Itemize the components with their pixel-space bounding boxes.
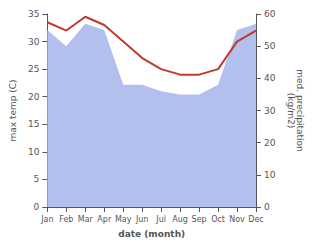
svg-text:Aug: Aug <box>172 215 188 224</box>
svg-text:Jun: Jun <box>135 215 149 224</box>
svg-text:20: 20 <box>264 138 276 148</box>
svg-text:30: 30 <box>264 106 276 116</box>
svg-text:(kg/m2): (kg/m2) <box>286 93 296 128</box>
svg-text:Sep: Sep <box>192 215 207 224</box>
svg-text:40: 40 <box>264 73 276 83</box>
svg-text:Jul: Jul <box>155 215 166 224</box>
svg-text:0: 0 <box>34 202 40 212</box>
svg-text:0: 0 <box>264 202 270 212</box>
svg-text:20: 20 <box>28 92 40 102</box>
svg-text:5: 5 <box>34 174 40 184</box>
svg-text:May: May <box>115 215 132 224</box>
svg-text:10: 10 <box>28 147 40 157</box>
svg-text:Nov: Nov <box>229 215 245 224</box>
svg-text:10: 10 <box>264 170 276 180</box>
svg-text:max temp (C): max temp (C) <box>8 79 18 141</box>
svg-text:60: 60 <box>264 9 276 19</box>
svg-text:15: 15 <box>28 119 39 129</box>
svg-text:date (month): date (month) <box>118 229 185 239</box>
svg-text:30: 30 <box>28 37 40 47</box>
svg-text:Dec: Dec <box>248 215 263 224</box>
svg-text:Feb: Feb <box>59 215 73 224</box>
svg-text:med. precipitation: med. precipitation <box>294 69 305 152</box>
svg-text:Jan: Jan <box>40 215 53 224</box>
svg-text:50: 50 <box>264 41 276 51</box>
svg-text:25: 25 <box>28 64 39 74</box>
svg-text:35: 35 <box>28 9 39 19</box>
svg-text:Oct: Oct <box>211 215 225 224</box>
svg-text:Apr: Apr <box>97 215 112 224</box>
svg-text:Mar: Mar <box>78 215 94 224</box>
